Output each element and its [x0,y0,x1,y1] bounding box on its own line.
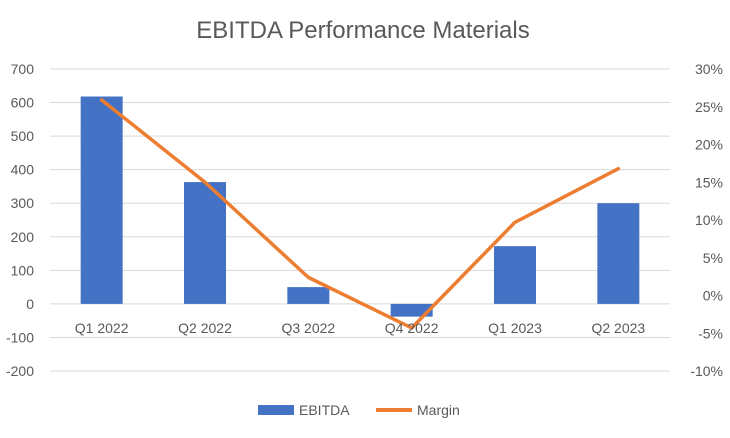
left-axis-tick-label: 200 [11,229,35,245]
ebitda-bar [597,203,639,304]
legend-margin-label: Margin [417,402,460,418]
left-axis-tick-label: -200 [6,363,34,379]
ebitda-bar [81,97,123,304]
ebitda-bars [81,97,640,317]
right-axis-tick-label: 5% [703,250,723,266]
category-label: Q1 2022 [75,320,129,336]
left-axis-tick-label: 0 [26,296,34,312]
right-axis-tick-label: 0% [703,288,723,304]
right-axis-tick-label: -5% [698,325,723,341]
legend-ebitda-swatch [258,405,294,415]
category-label: Q3 2022 [281,320,335,336]
left-axis-tick-label: 300 [11,195,35,211]
right-axis-ticks: -10% -5% 0% 5% 10% 15% 20% 25% 30% [690,61,723,379]
left-axis-tick-label: 600 [11,95,35,111]
left-axis-tick-label: 400 [11,162,35,178]
left-axis-tick-label: 100 [11,262,35,278]
category-label: Q4 2022 [385,320,439,336]
right-axis-tick-label: 20% [695,137,723,153]
category-label: Q1 2023 [488,320,542,336]
right-axis-tick-label: 10% [695,212,723,228]
ebitda-bar [494,246,536,304]
right-axis-tick-label: -10% [690,363,723,379]
category-label: Q2 2022 [178,320,232,336]
gridlines [50,69,670,371]
chart-title: EBITDA Performance Materials [196,17,529,44]
margin-line [102,100,619,328]
right-axis-tick-label: 25% [695,99,723,115]
right-axis-tick-label: 15% [695,174,723,190]
category-axis-labels: Q1 2022 Q2 2022 Q3 2022 Q4 2022 Q1 2023 Q2 20… [75,320,646,336]
left-axis-ticks: -200 -100 0 100 200 300 400 500 600 700 [6,61,34,379]
right-axis-tick-label: 30% [695,61,723,77]
legend: EBITDA Margin [258,402,460,418]
left-axis-tick-label: 500 [11,128,35,144]
ebitda-bar [287,287,329,304]
margin-line-group [102,100,619,328]
left-axis-tick-label: -100 [6,329,34,345]
category-label: Q2 2023 [591,320,645,336]
left-axis-tick-label: 700 [11,61,35,77]
ebitda-bar [184,182,226,304]
legend-ebitda-label: EBITDA [299,402,350,418]
